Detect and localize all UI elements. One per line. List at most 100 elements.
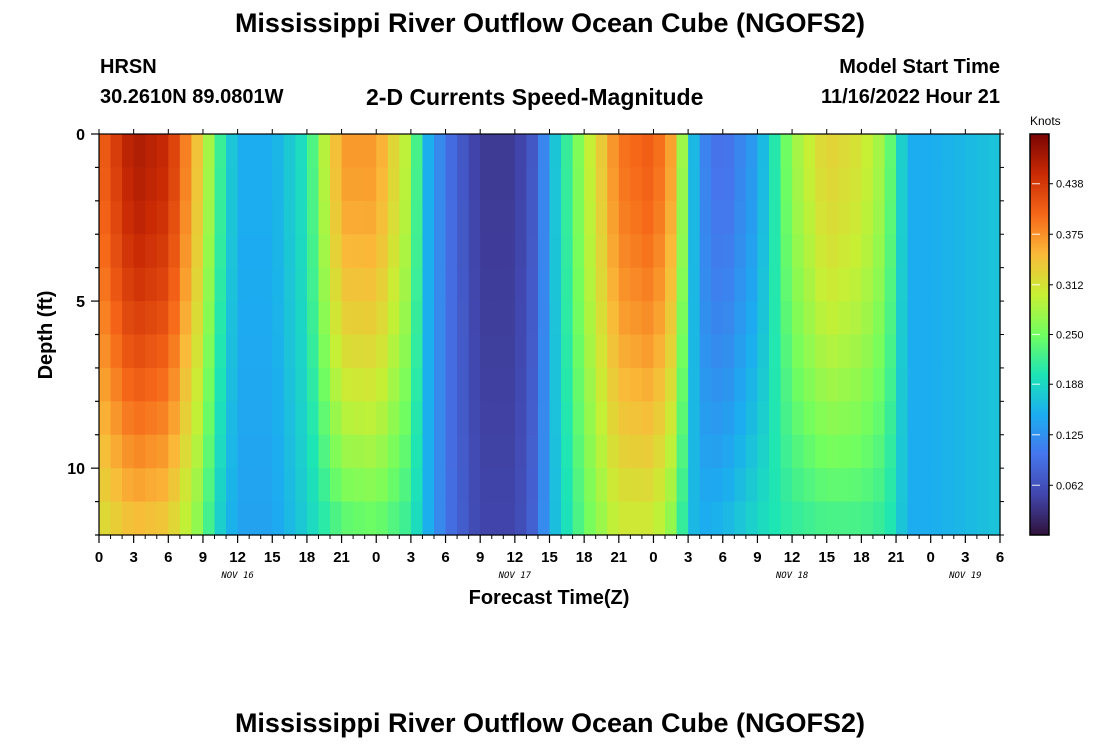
- heatmap-cell: [399, 234, 412, 269]
- heatmap-cell: [896, 501, 909, 536]
- heatmap-cell: [202, 501, 216, 536]
- heatmap-cell: [306, 334, 320, 369]
- heatmap-cell: [665, 334, 678, 369]
- heatmap-cell: [734, 468, 747, 503]
- heatmap-cell: [526, 234, 539, 269]
- heatmap-cell: [295, 401, 308, 436]
- heatmap-cell: [607, 434, 620, 469]
- heatmap-cell: [295, 501, 308, 536]
- heatmap-cell: [768, 200, 782, 235]
- heatmap-cell: [976, 434, 990, 469]
- station-name: HRSN: [100, 56, 157, 78]
- heatmap-cell: [341, 501, 354, 536]
- heatmap-cell: [491, 468, 504, 503]
- heatmap-cell: [468, 468, 481, 503]
- heatmap-cell: [561, 167, 574, 202]
- heatmap-cell: [872, 334, 886, 369]
- heatmap-cell: [722, 267, 735, 302]
- heatmap-cell: [838, 501, 851, 536]
- heatmap-cell: [815, 334, 828, 369]
- heatmap-cell: [468, 401, 481, 436]
- heatmap-cell: [260, 501, 273, 536]
- heatmap-cell: [976, 367, 990, 402]
- heatmap-cell: [202, 334, 216, 369]
- heatmap-cell: [757, 134, 770, 169]
- heatmap-cell: [237, 501, 250, 536]
- heatmap-cell: [468, 501, 481, 536]
- colorbar-tick-label: 0.375: [1056, 229, 1084, 241]
- heatmap-cell: [272, 401, 285, 436]
- heatmap-cell: [306, 401, 320, 436]
- heatmap: [99, 134, 1001, 536]
- heatmap-cell: [376, 167, 389, 202]
- heatmap-cell: [907, 167, 920, 202]
- heatmap-cell: [226, 234, 239, 269]
- heatmap-cell: [976, 401, 990, 436]
- heatmap-cell: [861, 200, 874, 235]
- x-date-label: NOV 18: [775, 571, 809, 581]
- heatmap-cell: [630, 434, 643, 469]
- heatmap-cell: [976, 267, 990, 302]
- heatmap-cell: [965, 468, 978, 503]
- heatmap-cell: [202, 401, 216, 436]
- x-tick-label: 3: [407, 549, 415, 566]
- heatmap-cell: [145, 134, 158, 169]
- heatmap-cell: [272, 267, 285, 302]
- heatmap-cell: [330, 200, 343, 235]
- heatmap-cell: [884, 234, 897, 269]
- heatmap-cell: [353, 401, 366, 436]
- heatmap-cell: [260, 234, 273, 269]
- heatmap-cell: [457, 200, 470, 235]
- heatmap-cell: [468, 167, 481, 202]
- heatmap-cell: [249, 401, 262, 436]
- heatmap-cell: [283, 234, 296, 269]
- heatmap-cell: [376, 501, 389, 536]
- heatmap-cell: [145, 234, 158, 269]
- heatmap-cell: [364, 200, 377, 235]
- heatmap-cell: [757, 501, 770, 536]
- heatmap-cell: [272, 167, 285, 202]
- heatmap-cell: [202, 267, 216, 302]
- heatmap-cell: [757, 234, 770, 269]
- heatmap-cell: [99, 334, 112, 369]
- heatmap-cell: [214, 501, 227, 536]
- heatmap-cell: [202, 301, 216, 336]
- heatmap-cell: [226, 434, 239, 469]
- heatmap-cell: [318, 401, 331, 436]
- heatmap-cell: [283, 401, 296, 436]
- heatmap-cell: [919, 434, 932, 469]
- heatmap-cell: [953, 401, 966, 436]
- heatmap-cell: [422, 167, 435, 202]
- heatmap-cell: [988, 301, 1001, 336]
- heatmap-cell: [688, 167, 701, 202]
- heatmap-cell: [422, 301, 435, 336]
- heatmap-cell: [214, 468, 227, 503]
- heatmap-cell: [618, 434, 631, 469]
- heatmap-cell: [572, 200, 585, 235]
- heatmap-cell: [514, 468, 527, 503]
- heatmap-cell: [630, 134, 643, 169]
- heatmap-cell: [99, 367, 112, 402]
- heatmap-cell: [988, 401, 1001, 436]
- heatmap-cell: [896, 434, 909, 469]
- heatmap-cell: [191, 234, 204, 269]
- station-coordinates: 30.2610N 89.0801W: [100, 86, 284, 108]
- heatmap-cell: [803, 267, 816, 302]
- heatmap-cell: [387, 267, 400, 302]
- heatmap-cell: [688, 468, 701, 503]
- colorbar-tick-label: 0.438: [1056, 179, 1084, 191]
- heatmap-cell: [595, 267, 608, 302]
- heatmap-cell: [399, 267, 412, 302]
- heatmap-cell: [734, 501, 747, 536]
- heatmap-cell: [249, 200, 262, 235]
- heatmap-cell: [168, 200, 181, 235]
- heatmap-cell: [849, 468, 862, 503]
- heatmap-cell: [318, 134, 331, 169]
- heatmap-cell: [341, 401, 354, 436]
- heatmap-cell: [537, 267, 551, 302]
- heatmap-cell: [179, 434, 193, 469]
- heatmap-cell: [330, 301, 343, 336]
- x-tick-label: 6: [164, 549, 172, 566]
- heatmap-cell: [849, 200, 862, 235]
- heatmap-cell: [503, 234, 516, 269]
